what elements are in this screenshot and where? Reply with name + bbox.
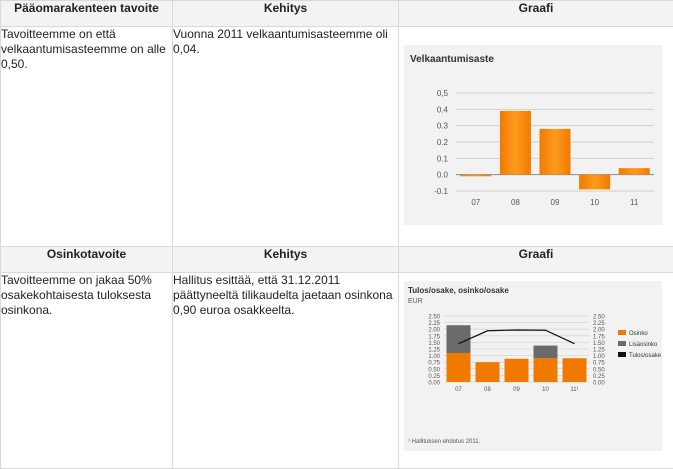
x-tick-label: 10 xyxy=(542,387,549,393)
section2-content-row: Tavoitteemme on jakaa 50% osakekohtaises… xyxy=(1,273,673,469)
y-tick-label-left: 1.75 xyxy=(428,334,440,340)
y-tick-label-right: 0.75 xyxy=(593,361,605,367)
bar-osinko xyxy=(505,359,529,382)
y-tick-label-right: 1.25 xyxy=(593,348,605,354)
header-development: Kehitys xyxy=(173,1,399,27)
legend-swatch xyxy=(618,352,626,357)
y-tick-label-right: 0.50 xyxy=(593,367,605,373)
y-tick-label-left: 1.00 xyxy=(428,354,440,360)
y-tick-label: 0.0 xyxy=(437,171,449,180)
x-tick-label: 11 xyxy=(630,198,639,207)
chart-title: Velkaantumisaste xyxy=(410,54,494,65)
header-development: Kehitys xyxy=(173,247,399,273)
capital-structure-goal-text: Tavoitteemme on että velkaantumisasteemm… xyxy=(1,27,173,247)
bar xyxy=(500,111,531,175)
x-tick-label: 09 xyxy=(551,198,560,207)
legend-label: Lisäosinko xyxy=(629,342,658,348)
y-tick-label: 0,5 xyxy=(437,89,449,98)
y-tick-label-left: 2.25 xyxy=(428,321,440,327)
y-tick-label: 0.4 xyxy=(437,105,449,114)
bar xyxy=(579,175,610,190)
y-tick-label: 0.1 xyxy=(437,154,449,163)
y-tick-label-right: 0.25 xyxy=(593,374,605,380)
legend-label: Tulos/osake xyxy=(629,353,662,359)
bar-osinko xyxy=(563,358,587,382)
y-tick-label: 0.2 xyxy=(437,138,449,147)
y-tick-label-left: 2.50 xyxy=(428,315,440,321)
x-tick-label: 08 xyxy=(484,387,491,393)
y-tick-label-right: 1.00 xyxy=(593,354,605,360)
y-tick-label-right: 2.25 xyxy=(593,321,605,327)
legend-label: Osinko xyxy=(629,331,648,337)
y-tick-label-right: 1.50 xyxy=(593,341,605,347)
legend-swatch xyxy=(618,330,626,335)
y-tick-label-right: 1.75 xyxy=(593,334,605,340)
y-tick-label-left: 1.25 xyxy=(428,348,440,354)
y-tick-label: 0.3 xyxy=(437,122,449,131)
x-tick-label: 11¹ xyxy=(570,387,578,393)
x-tick-label: 07 xyxy=(471,198,480,207)
x-tick-label: 09 xyxy=(513,387,520,393)
capital-structure-progress-text: Vuonna 2011 velkaantumisasteemme oli 0,0… xyxy=(173,27,399,247)
bar-osinko xyxy=(534,358,558,382)
y-tick-label-left: 1.50 xyxy=(428,341,440,347)
chart-subtitle: EUR xyxy=(408,298,423,305)
y-tick-label-left: 0.75 xyxy=(428,361,440,367)
chart-footnote: ¹ Hallituksen ehdotus 2011. xyxy=(408,439,481,445)
bar-osinko xyxy=(447,353,471,382)
eps-dividend-chart: Tulos/osake, osinko/osake EUR ¹ Hallituk… xyxy=(404,281,662,451)
bar xyxy=(619,168,650,175)
y-tick-label-right: 2.00 xyxy=(593,328,605,334)
y-tick-label-left: 0.25 xyxy=(428,374,440,380)
y-tick-label-right: 0.00 xyxy=(593,381,605,387)
dividend-goal-text: Tavoitteemme on jakaa 50% osakekohtaises… xyxy=(1,273,173,469)
section1-header-row: Pääomarakenteen tavoite Kehitys Graafi xyxy=(1,1,673,27)
dividend-chart-cell: Tulos/osake, osinko/osake EUR ¹ Hallituk… xyxy=(399,273,673,469)
y-tick-label-left: 0.50 xyxy=(428,367,440,373)
x-tick-label: 08 xyxy=(511,198,520,207)
x-tick-label: 07 xyxy=(455,387,462,393)
y-tick-label-right: 2.50 xyxy=(593,315,605,321)
section1-content-row: Tavoitteemme on että velkaantumisasteemm… xyxy=(1,27,673,247)
legend-swatch xyxy=(618,341,626,346)
debt-ratio-chart-cell: Velkaantumisaste -0.1 0.0 0.1 0.2 0.3 0.4 0,5 0… xyxy=(399,27,673,247)
header-graph: Graafi xyxy=(399,1,673,27)
header-graph: Graafi xyxy=(399,247,673,273)
bar xyxy=(540,129,571,175)
y-tick-label-left: 0.00 xyxy=(428,381,440,387)
debt-ratio-chart: Velkaantumisaste -0.1 0.0 0.1 0.2 0.3 0.4 0,5 0… xyxy=(404,45,662,225)
section2-header-row: Osinkotavoite Kehitys Graafi xyxy=(1,247,673,273)
bar-lisaosinko xyxy=(447,325,471,353)
debt-ratio-chart-svg: Velkaantumisaste -0.1 0.0 0.1 0.2 0.3 0.4 0,5 0… xyxy=(404,45,662,225)
dividend-progress-text: Hallitus esittää, että 31.12.2011 päätty… xyxy=(173,273,399,469)
y-tick-label: -0.1 xyxy=(434,187,448,196)
bar-lisaosinko xyxy=(534,346,558,359)
header-capital-structure-target: Pääomarakenteen tavoite xyxy=(1,1,173,27)
header-dividend-target: Osinkotavoite xyxy=(1,247,173,273)
x-tick-label: 10 xyxy=(590,198,599,207)
eps-dividend-chart-svg: Tulos/osake, osinko/osake EUR ¹ Hallituk… xyxy=(404,281,662,451)
bar xyxy=(460,175,491,177)
chart-title: Tulos/osake, osinko/osake xyxy=(408,286,509,295)
y-tick-label-left: 2.00 xyxy=(428,328,440,334)
bar-osinko xyxy=(476,362,500,382)
